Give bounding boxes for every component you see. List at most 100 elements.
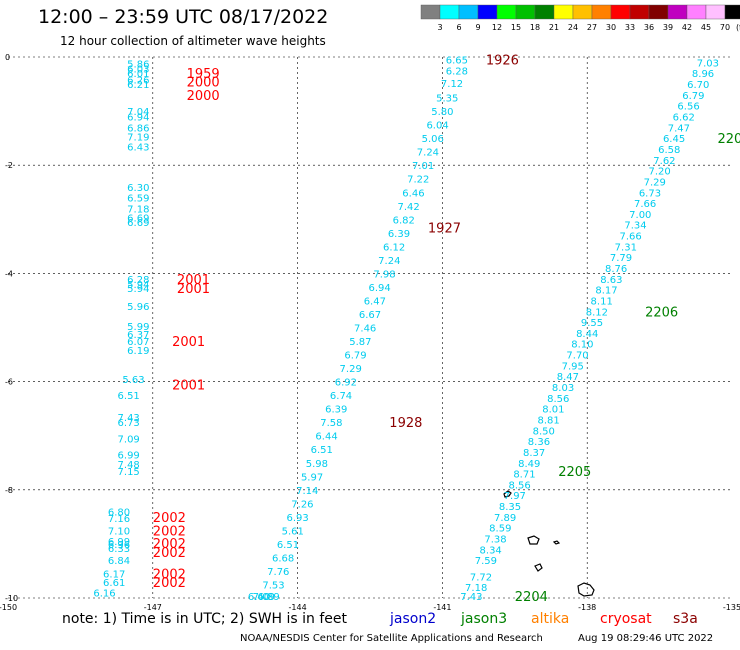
chart-subtitle: 12 hour collection of altimeter wave hei… — [60, 34, 326, 48]
time-labels: 1959200020002001200120012001200220022002… — [153, 54, 740, 605]
legend-jason2: jason2 — [390, 611, 437, 627]
wave-height-label: 6.43 — [127, 142, 149, 153]
wave-height-label: 7.72 — [470, 572, 492, 583]
wave-height-label: 7.46 — [354, 324, 376, 335]
colorbar-swatch — [439, 4, 460, 20]
timestamp: Aug 19 08:29:46 UTC 2022 — [578, 633, 714, 644]
wave-height-label: 6.01 — [127, 69, 149, 80]
wave-height-label: 7.66 — [634, 199, 656, 210]
colorbar-label: 3 — [437, 23, 442, 32]
wave-height-label: 7.16 — [108, 514, 130, 525]
wave-height-label: 5.96 — [127, 302, 149, 313]
coastline-islands — [503, 490, 595, 597]
wave-height-label: 8.81 — [537, 415, 559, 426]
y-tick-label: -4 — [5, 269, 13, 278]
wave-height-label: 6.39 — [388, 229, 410, 240]
wave-height-label: 6.89 — [258, 592, 280, 603]
time-label: 2002 — [153, 576, 186, 591]
colorbar-swatch — [591, 4, 612, 20]
y-tick-label: -6 — [5, 378, 13, 387]
colorbar-swatch — [610, 4, 631, 20]
legend-altika: altika — [531, 611, 570, 627]
wave-height-label: 8.59 — [489, 524, 511, 535]
wave-height-label: 8.36 — [528, 437, 550, 448]
wave-height-label: 7.24 — [417, 148, 439, 159]
wave-height-label: 6.69 — [127, 218, 149, 229]
wave-height-label: 7.29 — [340, 364, 362, 375]
wave-height-label: 6.79 — [682, 91, 704, 102]
wave-height-label: 7.43 — [460, 592, 482, 603]
colorbar-swatch — [572, 4, 593, 20]
wave-height-label: 8.96 — [692, 69, 714, 80]
wave-height-label: 7.12 — [441, 79, 463, 90]
legend-jason3: jason3 — [461, 611, 508, 627]
y-tick-label: -2 — [5, 161, 13, 170]
wave-height-label: 6.39 — [325, 405, 347, 416]
wave-height-label: 6.59 — [127, 194, 149, 205]
wave-height-label: 7.89 — [494, 513, 516, 524]
wave-height-label: 6.67 — [359, 310, 381, 321]
wave-height-label: 6.30 — [127, 183, 149, 194]
colorbar-swatch — [648, 4, 669, 20]
wave-height-label: 7.31 — [615, 242, 637, 253]
wave-height-label: 5.98 — [306, 459, 328, 470]
wave-height-label: 7.00 — [629, 210, 651, 221]
y-tick-label: -8 — [5, 486, 13, 495]
colorbar-swatch — [686, 4, 707, 20]
wave-height-label: 8.56 — [508, 480, 530, 491]
wave-height-label: 7.26 — [291, 499, 313, 510]
wave-height-label: 7.22 — [407, 175, 429, 186]
colorbar-label: 12 — [492, 23, 502, 32]
colorbar-swatch — [667, 4, 688, 20]
wave-height-label: 7.59 — [475, 556, 497, 567]
wave-height-label: 7.95 — [562, 361, 584, 372]
wave-height-label: 7.53 — [262, 580, 284, 591]
wave-height-label: 6.79 — [344, 351, 366, 362]
colorbar-label: 70 — [720, 23, 730, 32]
wave-height-label: 6.80 — [108, 507, 130, 518]
colorbar-swatch — [534, 4, 555, 20]
wave-height-label: 8.44 — [576, 329, 598, 340]
wave-height-label: 5.94 — [127, 284, 149, 295]
wave-height-label: 8.50 — [533, 426, 555, 437]
time-label: 2002 — [153, 537, 186, 552]
wave-height-label: 7.70 — [566, 351, 588, 362]
time-label: 2207 — [718, 132, 740, 147]
wave-height-label: 8.71 — [513, 470, 535, 481]
wave-height-label: 6.94 — [369, 283, 391, 294]
wave-height-label: 8.17 — [595, 286, 617, 297]
wave-height-label: 7.09 — [253, 592, 275, 603]
wave-height-label: 6.99 — [118, 451, 140, 462]
time-label: 1927 — [428, 221, 461, 236]
wave-height-label: 6.69 — [127, 214, 149, 225]
colorbar-label: 24 — [568, 23, 578, 32]
colorbar-swatch — [724, 4, 740, 20]
wave-height-label: 6.74 — [330, 391, 352, 402]
wave-height-label: 6.19 — [127, 346, 149, 357]
colorbar-swatch — [496, 4, 517, 20]
wave-height-label: 6.12 — [383, 242, 405, 253]
wave-height-label: 8.10 — [571, 340, 593, 351]
wave-height-label: 6.07 — [127, 337, 149, 348]
wave-height-label: 7.58 — [320, 418, 342, 429]
wave-height-label: 6.58 — [658, 145, 680, 156]
wave-height-label: 6.65 — [446, 56, 468, 67]
wave-height-label: 6.51 — [311, 445, 333, 456]
x-tick-label: -138 — [578, 603, 596, 612]
wave-height-label: 7.04 — [127, 107, 149, 118]
x-tick-label: -144 — [289, 603, 307, 612]
wave-height-label: 6.51 — [277, 540, 299, 551]
time-label: 2002 — [153, 524, 186, 539]
wave-height-label: 6.37 — [127, 330, 149, 341]
wave-height-label: 8.56 — [547, 394, 569, 405]
wave-height-label: 6.16 — [93, 589, 115, 600]
wave-height-label: 8.76 — [605, 264, 627, 275]
wave-height-label: 7.98 — [373, 269, 395, 280]
wave-height-label: 6.51 — [118, 391, 140, 402]
wave-height-label: 8.47 — [557, 372, 579, 383]
wave-height-label: 6.82 — [393, 215, 415, 226]
wave-height-label: 6.93 — [286, 513, 308, 524]
wave-height-label: 7.48 — [118, 460, 140, 471]
wave-height-label: 6.33 — [108, 544, 130, 555]
time-label: 2001 — [177, 282, 210, 297]
